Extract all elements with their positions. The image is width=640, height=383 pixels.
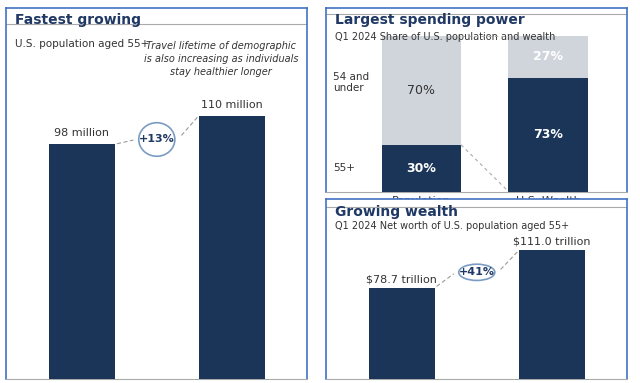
Bar (508, 78, 588, 192)
Text: Travel lifetime of demographic
is also increasing as individuals
stay healthier : Travel lifetime of demographic is also i… (143, 41, 298, 77)
Text: 98 million: 98 million (54, 128, 109, 138)
Ellipse shape (139, 123, 175, 156)
Text: Growing wealth: Growing wealth (335, 205, 458, 219)
Text: 27%: 27% (533, 50, 563, 63)
Bar (382, 145, 461, 192)
Text: 54 and
under: 54 and under (333, 72, 369, 93)
Text: U.S. population aged 55+: U.S. population aged 55+ (15, 39, 150, 49)
Text: $111.0 trillion: $111.0 trillion (513, 237, 591, 247)
Bar (382, 36, 461, 145)
Text: $78.7 trillion: $78.7 trillion (366, 274, 437, 284)
Bar (49, 144, 115, 379)
Text: Fastest growing: Fastest growing (15, 13, 141, 27)
Ellipse shape (459, 264, 495, 280)
Bar (199, 116, 265, 379)
Bar (508, 36, 588, 78)
Text: Largest spending power: Largest spending power (335, 13, 525, 27)
Text: +13%: +13% (139, 134, 175, 144)
Text: 55+: 55+ (333, 163, 355, 173)
Text: Q1 2024 Share of U.S. population and wealth: Q1 2024 Share of U.S. population and wea… (335, 31, 556, 42)
Text: 73%: 73% (533, 128, 563, 141)
Text: Q1 2024 Net worth of U.S. population aged 55+: Q1 2024 Net worth of U.S. population age… (335, 221, 570, 231)
Text: +41%: +41% (459, 267, 495, 277)
Text: 70%: 70% (408, 84, 435, 97)
Text: 110 million: 110 million (201, 100, 263, 110)
Bar (519, 250, 585, 379)
Bar (369, 288, 435, 379)
Text: 30%: 30% (406, 162, 436, 175)
